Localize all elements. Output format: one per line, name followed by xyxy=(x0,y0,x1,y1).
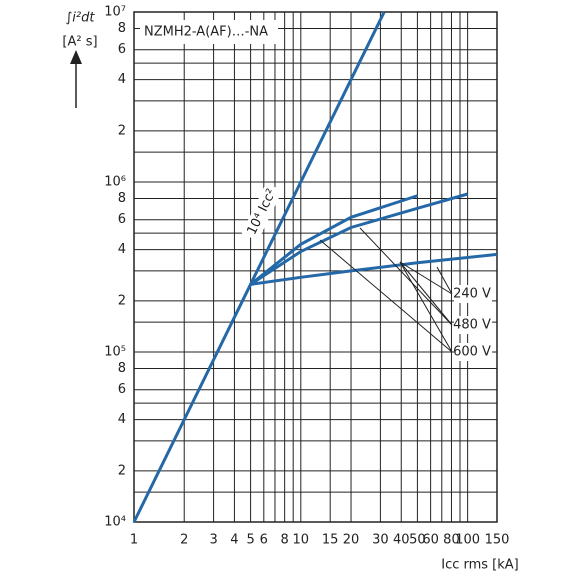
label-bg xyxy=(454,343,492,361)
y-tick-label: 6 xyxy=(118,382,126,397)
x-tick-label: 10 xyxy=(293,533,310,548)
y-unit: [A² s] xyxy=(62,35,97,50)
x-tick-label: 20 xyxy=(343,533,360,548)
y-tick-label: 6 xyxy=(118,212,126,227)
y-tick-label: 10⁶ xyxy=(104,175,126,190)
x-tick-label: 2 xyxy=(180,533,188,548)
x-tick-label: 60 xyxy=(422,533,439,548)
x-tick-label: 80 xyxy=(443,533,460,548)
title-bg xyxy=(140,20,278,44)
y-tick-label: 10⁵ xyxy=(104,345,126,360)
curve xyxy=(250,252,498,286)
x-tick-label: 5 xyxy=(246,533,254,548)
x-tick-label: 100 xyxy=(455,533,480,548)
series-label: 480 V xyxy=(453,318,491,333)
x-tick-label: 30 xyxy=(372,533,389,548)
y-tick-label: 4 xyxy=(118,72,126,87)
x-tick-label: 8 xyxy=(281,533,289,548)
chart-title: NZMH2-A(AF)…-NA xyxy=(144,25,268,40)
y-tick-label: 8 xyxy=(118,361,126,376)
leader-line xyxy=(359,227,453,326)
x-label: Icc rms [kA] xyxy=(441,558,519,573)
y-tick-label: 8 xyxy=(118,21,126,36)
plot-frame xyxy=(133,11,498,523)
arrow-head xyxy=(70,50,82,64)
y-tick-label: 8 xyxy=(118,191,126,206)
leader-line xyxy=(399,261,453,326)
y-label: ∫i²dt xyxy=(66,11,96,26)
label-bg xyxy=(454,316,492,334)
x-tick-label: 50 xyxy=(409,533,426,548)
curve xyxy=(249,192,469,286)
x-tick-label: 1 xyxy=(130,533,138,548)
series-label: 240 V xyxy=(453,287,491,302)
y-tick-label: 6 xyxy=(118,42,126,57)
leader-line xyxy=(319,239,453,353)
y-tick-label: 4 xyxy=(118,242,126,257)
x-tick-label: 6 xyxy=(260,533,268,548)
y-tick-label: 2 xyxy=(118,293,126,308)
x-tick-label: 15 xyxy=(322,533,339,548)
x-tick-label: 40 xyxy=(393,533,410,548)
curve xyxy=(132,11,386,523)
y-tick-label: 2 xyxy=(118,123,126,138)
series-label: 600 V xyxy=(453,345,491,360)
leader-line xyxy=(399,261,453,295)
x-tick-label: 150 xyxy=(485,533,510,548)
label-bg xyxy=(241,182,283,242)
x-tick-label: 4 xyxy=(230,533,238,548)
leader-line xyxy=(436,266,453,295)
y-tick-label: 10⁷ xyxy=(104,5,126,20)
y-tick-label: 10⁴ xyxy=(104,515,126,530)
leader-line xyxy=(399,261,453,353)
y-tick-label: 4 xyxy=(118,412,126,427)
x-tick-label: 3 xyxy=(209,533,217,548)
y-tick-label: 2 xyxy=(118,463,126,478)
curve xyxy=(249,194,418,286)
label-bg xyxy=(454,285,492,303)
